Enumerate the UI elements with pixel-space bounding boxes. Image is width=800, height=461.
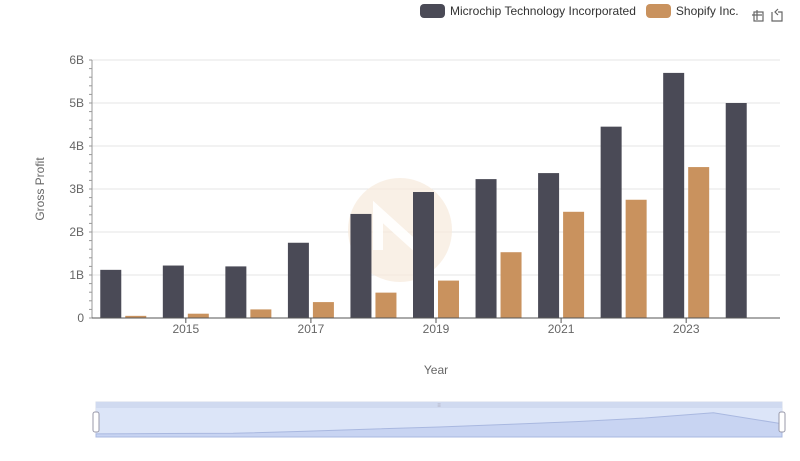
x-tick-label: 2017 xyxy=(298,322,325,336)
data-zoom-top-bar[interactable] xyxy=(96,402,782,408)
legend-swatch-microchip xyxy=(420,4,445,18)
bar-microchip-2016[interactable] xyxy=(225,266,247,318)
bar-microchip-2019[interactable] xyxy=(413,192,434,318)
bar-shopify-2014[interactable] xyxy=(125,315,147,318)
restore-icon[interactable] xyxy=(768,6,786,24)
bar-microchip-2024[interactable] xyxy=(725,103,747,318)
data-zoom-handle-right[interactable] xyxy=(778,411,786,433)
data-zoom-grip[interactable]: ≡ xyxy=(437,403,441,409)
bar-shopify-2018[interactable] xyxy=(375,292,397,318)
legend-label-microchip: Microchip Technology Incorporated xyxy=(450,4,636,18)
y-tick-label: 1B xyxy=(69,268,84,282)
bar-shopify-2019[interactable] xyxy=(438,280,459,318)
bar-shopify-2023[interactable] xyxy=(688,167,710,318)
x-tick-label: 2019 xyxy=(423,322,450,336)
y-tick-label: 4B xyxy=(69,139,84,153)
data-zoom-slider[interactable]: ≡ xyxy=(92,401,786,438)
bar-microchip-2022[interactable] xyxy=(600,126,622,319)
legend-item-microchip[interactable]: Microchip Technology Incorporated xyxy=(420,4,636,18)
bar-microchip-2020[interactable] xyxy=(475,179,497,318)
x-axis-title: Year xyxy=(424,363,448,377)
bar-microchip-2015[interactable] xyxy=(162,265,184,318)
bar-microchip-2023[interactable] xyxy=(663,72,685,319)
bar-shopify-2020[interactable] xyxy=(500,252,522,318)
bar-shopify-2021[interactable] xyxy=(563,211,585,318)
legend-item-shopify[interactable]: Shopify Inc. xyxy=(645,4,739,18)
x-tick-label: 2023 xyxy=(673,322,700,336)
chart-toolbox xyxy=(746,6,786,24)
bar-microchip-2021[interactable] xyxy=(538,173,560,318)
bar-shopify-2016[interactable] xyxy=(250,309,272,318)
data-zoom-preview-line xyxy=(95,412,783,438)
bar-shopify-2015[interactable] xyxy=(187,313,209,318)
x-tick-label: 2021 xyxy=(548,322,575,336)
axes-group: 0 1B 2B 3B 4B 5B 6B 2015 2017 2019 2021 2023 xyxy=(69,53,780,336)
y-axis-title: Gross Profit xyxy=(33,157,47,221)
y-tick-label: 5B xyxy=(69,96,84,110)
x-tick-label: 2015 xyxy=(172,322,199,336)
bar-microchip-2017[interactable] xyxy=(287,242,309,318)
data-zoom-handle-left[interactable] xyxy=(92,411,100,433)
bar-microchip-2018[interactable] xyxy=(350,213,372,318)
y-tick-label: 6B xyxy=(69,53,84,67)
bars-group xyxy=(100,72,747,319)
legend-swatch-shopify xyxy=(645,4,671,18)
legend-label-shopify: Shopify Inc. xyxy=(675,4,739,18)
bar-shopify-2017[interactable] xyxy=(312,302,334,318)
zoom-icon[interactable] xyxy=(748,6,766,24)
chart-legend: Microchip Technology Incorporated Shopif… xyxy=(420,4,749,18)
y-tick-label: 3B xyxy=(69,182,84,196)
bar-microchip-2014[interactable] xyxy=(100,269,122,318)
y-tick-label: 2B xyxy=(69,225,84,239)
bar-shopify-2022[interactable] xyxy=(625,199,647,318)
y-tick-label: 0 xyxy=(77,311,84,325)
